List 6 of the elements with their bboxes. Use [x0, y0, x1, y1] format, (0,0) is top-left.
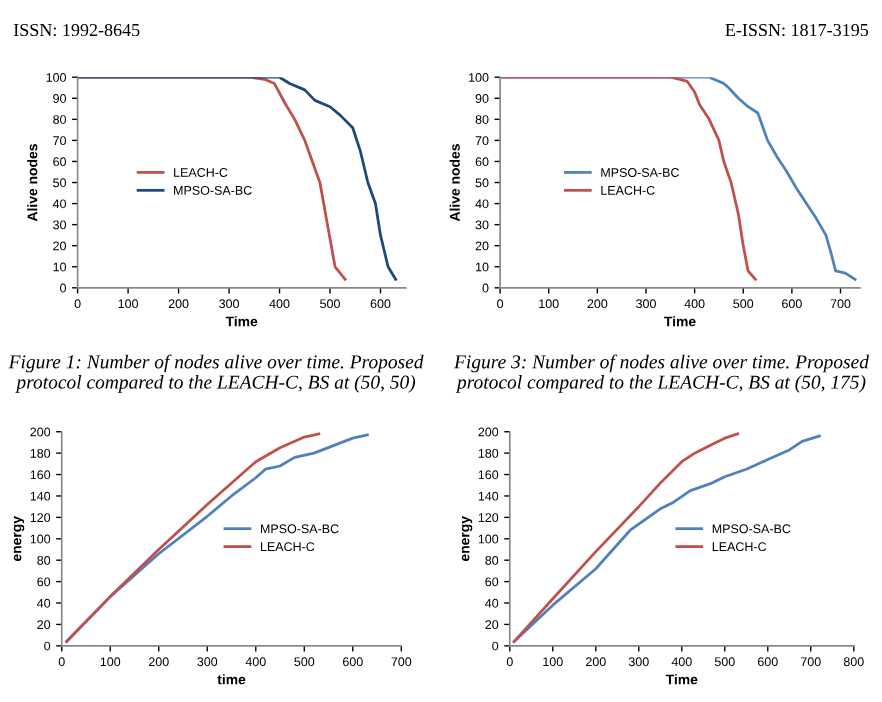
line-series: [500, 77, 757, 281]
caption: Figure 1: Number of nodes alive over time. Proposed protocol compared to the LEACH-C, BS at (50, 50): [8, 354, 424, 393]
line-series: [77, 77, 398, 281]
text: E-ISSN: 1817-3195: [725, 23, 869, 37]
caption: Figure 3: Number of nodes alive over time. Proposed protocol compared to the LEACH-C, BS at (50, 175): [453, 354, 869, 393]
text: ISSN: 1992-8645: [13, 23, 140, 37]
